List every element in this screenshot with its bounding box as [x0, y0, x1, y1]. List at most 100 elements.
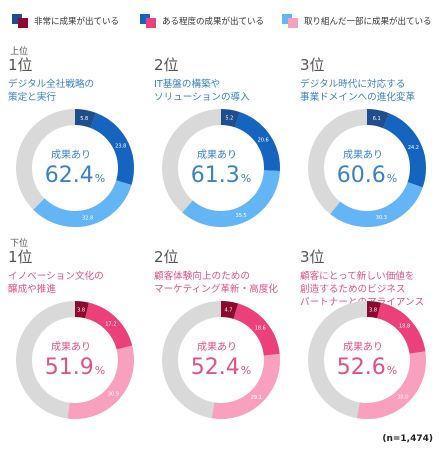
category-title: 顧客体験向上のための マーケティング革新・高度化: [154, 270, 294, 296]
segment-value-label: 30.3: [376, 215, 387, 221]
segment-value-label: 4.7: [225, 308, 233, 314]
category-title-line: 創造するためのビジネス: [300, 284, 406, 295]
result-label: 成果あり: [197, 341, 237, 353]
rank-label: 3位: [300, 56, 325, 74]
donut-segment: [308, 109, 426, 227]
segment-value-label: 17.2: [105, 322, 116, 328]
category-title: デジタル全社戦略の 策定と実行: [8, 78, 148, 104]
rank-label: 2位: [154, 56, 179, 74]
percent-sign: %: [95, 364, 105, 377]
legend-item-some: ある程度の成果が出ている: [140, 14, 264, 28]
rank-label: 1位: [8, 56, 33, 74]
segment-value-label: 18.8: [399, 324, 410, 330]
donut-chart: 3.8 18.8 30.0 成果あり 52.6%: [292, 301, 439, 426]
donut-svg: 6.1 24.2 30.3 成果あり 60.6%: [308, 109, 426, 227]
legend: 非常に成果が出ている ある程度の成果が出ている 取り組んだ一部に成果が出ている: [0, 14, 439, 36]
segment-value-label: 20.6: [258, 137, 269, 143]
legend-swatch: [282, 14, 298, 28]
donut-segment: [308, 109, 426, 227]
result-label: 成果あり: [51, 341, 91, 353]
segment-value-label: 3.8: [369, 307, 377, 313]
category-title-line: 醸成や推進: [8, 284, 56, 295]
legend-swatch: [140, 14, 156, 28]
category-title-line: 顧客にとって新しい価値を: [300, 271, 415, 282]
donut-chart: 5.2 20.6 35.5 成果あり 61.3%: [146, 109, 296, 234]
segment-value-label: 6.1: [373, 116, 381, 122]
segment-value-label: 3.8: [77, 307, 85, 313]
category-title: デジタル時代に対応する 事業ドメインへの進化変革: [300, 78, 439, 104]
donut-segment: [162, 109, 280, 227]
total-percent: 60.6%: [337, 163, 397, 188]
result-label: 成果あり: [343, 149, 383, 161]
group-label: 上位: [10, 47, 29, 57]
percent-sign: %: [95, 172, 105, 185]
donut-chart: 4.7 18.6 29.1 成果あり 52.4%: [146, 301, 296, 426]
rank-label: 2位: [154, 248, 179, 266]
rank-label: 1位: [8, 248, 33, 266]
donut-svg: 5.8 23.8 32.8 成果あり 62.4%: [16, 109, 134, 227]
category-title: イノベーション文化の 醸成や推進: [8, 270, 148, 296]
donut-panel: 3位 顧客にとって新しい価値を 創造するためのビジネス パートナーとのアライアンス 3.…: [292, 236, 438, 426]
donut-svg: 3.8 18.8 30.0 成果あり 52.6%: [308, 301, 426, 419]
category-title-line: デジタル全社戦略の: [8, 79, 95, 90]
total-value: 62.4: [45, 163, 94, 188]
legend-swatch: [12, 14, 28, 28]
donut-segment: [16, 301, 134, 419]
category-title-line: イノベーション文化の: [8, 271, 104, 282]
segment-value-label: 24.2: [408, 145, 419, 151]
total-value: 61.3: [191, 163, 240, 188]
donut-segment: [308, 301, 426, 419]
total-percent: 62.4%: [45, 163, 105, 188]
result-label: 成果あり: [197, 149, 237, 161]
total-percent: 61.3%: [191, 163, 251, 188]
category-title-line: ソリューションの導入: [154, 92, 250, 103]
legend-label: 取り組んだ一部に成果が出ている: [304, 17, 432, 27]
category-title-line: IT基盤の構築や: [154, 79, 221, 90]
donut-segment: [308, 109, 426, 227]
donut-segment: [16, 109, 134, 227]
segment-value-label: 32.8: [82, 215, 93, 221]
category-title-line: 顧客体験向上のための: [154, 271, 250, 282]
donut-svg: 3.8 17.2 30.9 成果あり 51.9%: [16, 301, 134, 419]
segment-value-label: 29.1: [251, 395, 262, 401]
segment-value-label: 35.5: [236, 213, 247, 219]
category-title: IT基盤の構築やソリューションの導入: [154, 78, 294, 104]
donut-segment: [162, 301, 280, 419]
percent-sign: %: [241, 364, 251, 377]
donut-segment: [16, 301, 134, 419]
donut-svg: 4.7 18.6 29.1 成果あり 52.4%: [162, 301, 280, 419]
total-percent: 52.4%: [191, 355, 251, 380]
result-label: 成果あり: [343, 341, 383, 353]
percent-sign: %: [387, 364, 397, 377]
segment-value-label: 5.8: [80, 116, 88, 122]
percent-sign: %: [387, 172, 397, 185]
rank-label: 3位: [300, 248, 325, 266]
result-label: 成果あり: [51, 149, 91, 161]
total-value: 52.4: [191, 355, 240, 380]
donut-segment: [308, 301, 426, 419]
segment-value-label: 5.2: [225, 116, 233, 122]
donut-panel: 2位 IT基盤の構築やソリューションの導入 5.2 20.6 35.5 成果あり 61.3%: [146, 44, 292, 234]
donut-svg: 5.2 20.6 35.5 成果あり 61.3%: [162, 109, 280, 227]
donut-segment: [16, 109, 134, 227]
donut-chart: 5.8 23.8 32.8 成果あり 62.4%: [0, 109, 150, 234]
donut-segment: [162, 109, 280, 227]
legend-label: 非常に成果が出ている: [34, 17, 120, 27]
segment-value-label: 30.0: [397, 394, 408, 400]
sample-size-note: (n=1,474): [382, 434, 433, 444]
category-title-line: 策定と実行: [8, 92, 56, 103]
donut-chart: 3.8 17.2 30.9 成果あり 51.9%: [0, 301, 150, 426]
total-value: 52.6: [337, 355, 386, 380]
segment-value-label: 30.9: [108, 392, 119, 398]
total-value: 60.6: [337, 163, 386, 188]
segment-value-label: 18.6: [255, 325, 266, 331]
donut-segment: [162, 109, 280, 227]
donut-panel: 3位デジタル時代に対応する 事業ドメインへの進化変革 6.1 24.2 30.3 成果あり…: [292, 44, 438, 234]
donut-segment: [16, 109, 134, 227]
legend-label: ある程度の成果が出ている: [162, 17, 265, 27]
donut-panel: 上位 1位 デジタル全社戦略の 策定と実行 5.8 23.8 32.8 成果あり 62.4%: [0, 44, 146, 234]
percent-sign: %: [241, 172, 251, 185]
category-title-line: 事業ドメインへの進化変革: [300, 92, 416, 103]
donut-panel: 下位 1位 イノベーション文化の 醸成や推進 3.8 17.2 30.9 成果あり 51.9%: [0, 236, 146, 426]
category-title-line: デジタル時代に対応する: [300, 79, 406, 90]
